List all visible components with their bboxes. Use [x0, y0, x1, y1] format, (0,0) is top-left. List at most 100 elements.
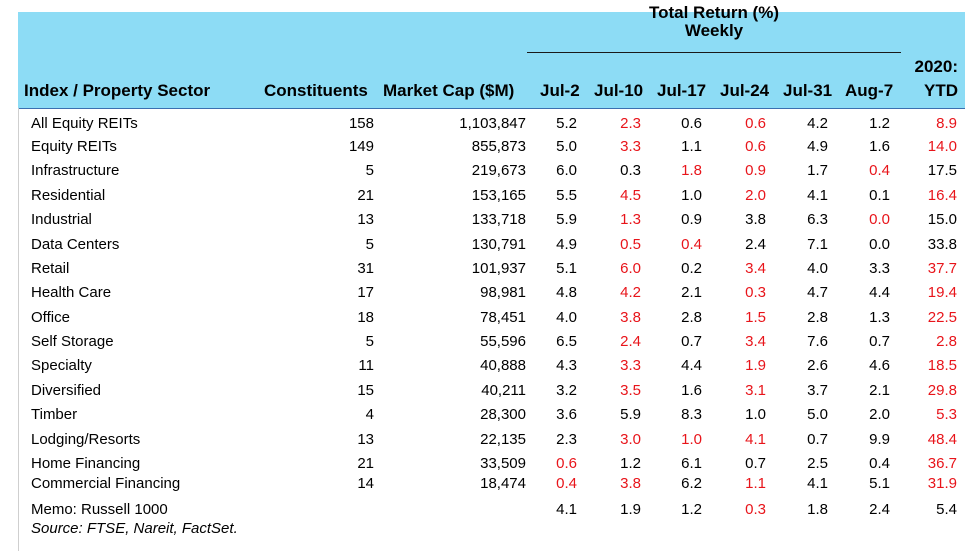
- weekly-return-cell: 6.3: [807, 211, 828, 228]
- source-note: Source: FTSE, Nareit, FactSet.: [31, 520, 238, 537]
- weekly-return-cell: 4.9: [807, 138, 828, 155]
- weekly-return-cell: 4.1: [745, 431, 766, 448]
- weekly-return-cell: 3.4: [745, 260, 766, 277]
- constituents-cell: 5: [365, 162, 374, 179]
- ytd-return-cell: 18.5: [927, 357, 957, 374]
- table-row: Commercial Financing 14 18,474 0.4 3.8 6.2 1.1…: [0, 474, 980, 494]
- ytd-return-cell: 48.4: [927, 431, 957, 448]
- weekly-return-cell: 6.5: [556, 333, 577, 350]
- weekly-return-cell: 5.0: [807, 406, 828, 423]
- weekly-return-cell: 1.9: [620, 501, 641, 518]
- table-row: Diversified 15 40,211 3.2 3.5 1.6 3.1 3.7 2.1 29.…: [0, 381, 980, 401]
- col-header-aug-7: Aug-7: [845, 81, 894, 100]
- weekly-return-cell: 0.4: [869, 162, 890, 179]
- weekly-return-cell: 2.1: [869, 382, 890, 399]
- constituents-cell: 21: [357, 187, 374, 204]
- constituents-cell: 5: [365, 236, 374, 253]
- weekly-return-cell: 1.0: [681, 187, 702, 204]
- weekly-return-cell: 4.1: [807, 187, 828, 204]
- ytd-return-cell: 19.4: [927, 284, 957, 301]
- weekly-return-cell: 2.0: [745, 187, 766, 204]
- weekly-return-cell: 1.1: [745, 475, 766, 492]
- weekly-return-cell: 1.0: [681, 431, 702, 448]
- weekly-return-cell: 4.2: [807, 115, 828, 132]
- market-cap-cell: 219,673: [471, 162, 526, 179]
- weekly-return-cell: 4.7: [807, 284, 828, 301]
- constituents-cell: 18: [357, 309, 374, 326]
- market-cap-cell: 153,165: [471, 187, 526, 204]
- weekly-return-cell: 3.8: [620, 475, 641, 492]
- weekly-return-cell: 8.3: [681, 406, 702, 423]
- table-left-rule: [18, 108, 19, 551]
- weekly-return-cell: 0.3: [620, 162, 641, 179]
- ytd-return-cell: 5.4: [936, 501, 957, 518]
- weekly-return-cell: 4.0: [556, 309, 577, 326]
- weekly-return-cell: 4.4: [869, 284, 890, 301]
- weekly-return-cell: 2.1: [681, 284, 702, 301]
- ytd-return-cell: 33.8: [927, 236, 957, 253]
- weekly-return-cell: 3.6: [556, 406, 577, 423]
- table-row: All Equity REITs 158 1,103,847 5.2 2.3 0.6 0.6…: [0, 114, 980, 134]
- weekly-return-cell: 1.0: [745, 406, 766, 423]
- col-header-constituents: Constituents: [264, 81, 368, 100]
- market-cap-cell: 130,791: [471, 236, 526, 253]
- weekly-return-cell: 0.4: [681, 236, 702, 253]
- col-header-jul-10: Jul-10: [594, 81, 644, 100]
- table-row: Equity REITs 149 855,873 5.0 3.3 1.1 0.6 4.9 1.6…: [0, 137, 980, 157]
- weekly-return-cell: 3.2: [556, 382, 577, 399]
- weekly-return-cell: 3.0: [620, 431, 641, 448]
- table-row: Health Care 17 98,981 4.8 4.2 2.1 0.3 4.7 4.4 19.…: [0, 283, 980, 303]
- weekly-return-cell: 1.5: [745, 309, 766, 326]
- weekly-return-cell: 0.4: [869, 455, 890, 472]
- weekly-return-cell: 1.8: [807, 501, 828, 518]
- table-row: Timber 4 28,300 3.6 5.9 8.3 1.0 5.0 2.0 5.3: [0, 405, 980, 425]
- sector-name: Specialty: [31, 357, 92, 374]
- weekly-return-cell: 3.3: [620, 357, 641, 374]
- weekly-return-cell: 7.6: [807, 333, 828, 350]
- weekly-return-cell: 1.6: [869, 138, 890, 155]
- table-row: Memo: Russell 1000 4.1 1.9 1.2 0.3 1.8 2.4 5.4: [0, 500, 980, 520]
- weekly-return-cell: 2.4: [869, 501, 890, 518]
- constituents-cell: 149: [348, 138, 374, 155]
- weekly-return-cell: 0.7: [745, 455, 766, 472]
- weekly-return-cell: 3.8: [620, 309, 641, 326]
- weekly-return-cell: 4.0: [807, 260, 828, 277]
- col-header-sector: Index / Property Sector: [24, 81, 211, 100]
- table-header: [18, 12, 965, 109]
- weekly-return-cell: 2.4: [745, 236, 766, 253]
- ytd-return-cell: 16.4: [927, 187, 957, 204]
- weekly-return-cell: 4.9: [556, 236, 577, 253]
- market-cap-cell: 78,451: [480, 309, 526, 326]
- weekly-return-cell: 0.0: [869, 236, 890, 253]
- weekly-return-cell: 2.5: [807, 455, 828, 472]
- group-title: Total Return (%): [648, 3, 779, 22]
- market-cap-cell: 133,718: [471, 211, 526, 228]
- weekly-return-cell: 6.0: [556, 162, 577, 179]
- weekly-return-cell: 1.3: [620, 211, 641, 228]
- weekly-return-cell: 4.5: [620, 187, 641, 204]
- weekly-return-cell: 2.6: [807, 357, 828, 374]
- weekly-return-cell: 0.2: [681, 260, 702, 277]
- table-row: Home Financing 21 33,509 0.6 1.2 6.1 0.7 2.5 0.4…: [0, 454, 980, 474]
- table-row: Specialty 11 40,888 4.3 3.3 4.4 1.9 2.6 4.6 18.5: [0, 356, 980, 376]
- weekly-return-cell: 5.2: [556, 115, 577, 132]
- ytd-return-cell: 2.8: [936, 333, 957, 350]
- weekly-return-cell: 0.6: [681, 115, 702, 132]
- market-cap-cell: 33,509: [480, 455, 526, 472]
- ytd-return-cell: 14.0: [927, 138, 957, 155]
- weekly-return-cell: 1.2: [681, 501, 702, 518]
- weekly-return-cell: 5.1: [869, 475, 890, 492]
- weekly-return-cell: 2.8: [807, 309, 828, 326]
- constituents-cell: 13: [357, 431, 374, 448]
- market-cap-cell: 98,981: [480, 284, 526, 301]
- sector-name: Commercial Financing: [31, 475, 181, 492]
- sector-name: Health Care: [31, 284, 112, 301]
- weekly-return-cell: 3.5: [620, 382, 641, 399]
- weekly-return-cell: 0.4: [556, 475, 577, 492]
- weekly-return-cell: 3.4: [745, 333, 766, 350]
- table-row: Infrastructure 5 219,673 6.0 0.3 1.8 0.9 1.7 0.4…: [0, 161, 980, 181]
- ytd-return-cell: 31.9: [927, 475, 957, 492]
- weekly-return-cell: 1.2: [869, 115, 890, 132]
- sector-name: Diversified: [31, 382, 102, 399]
- weekly-return-cell: 4.8: [556, 284, 577, 301]
